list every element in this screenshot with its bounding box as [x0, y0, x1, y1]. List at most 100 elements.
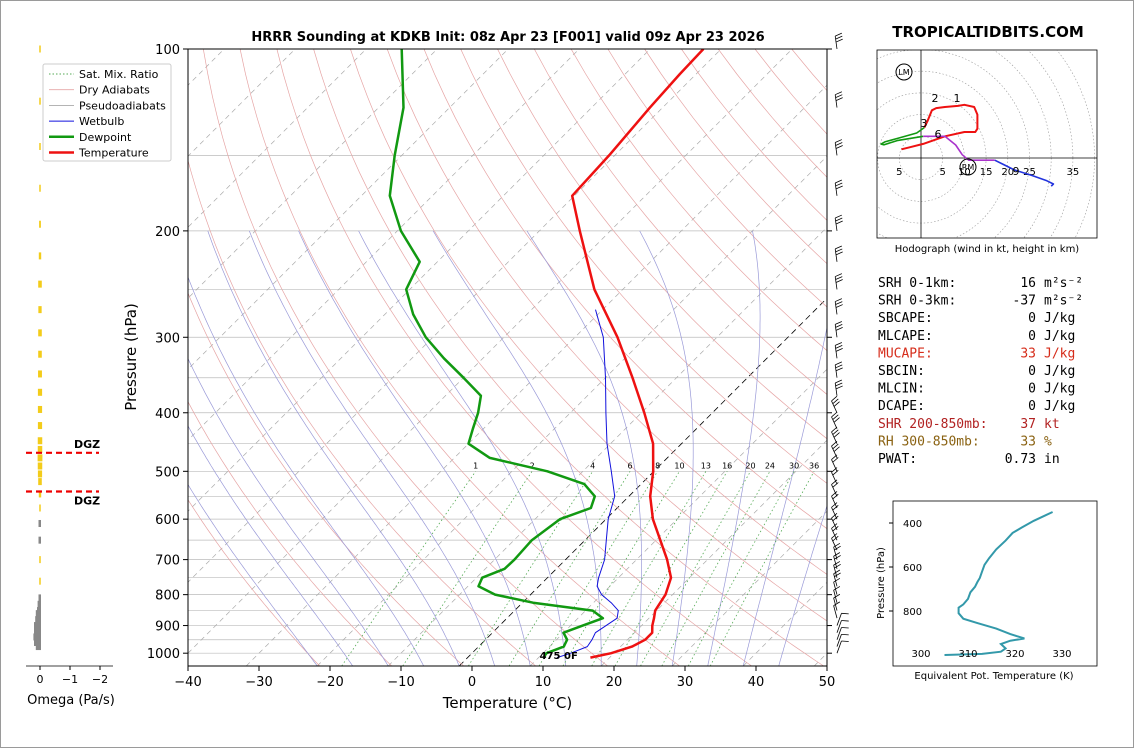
- omega-bar: [38, 422, 42, 429]
- brand-watermark: TROPICALTIDBITS.COM: [892, 23, 1084, 41]
- hodo-trace: [881, 128, 924, 145]
- hodo-ring-label: 15: [980, 167, 993, 178]
- mixing-ratio-label: 24: [765, 461, 775, 470]
- index-unit: J/kg: [1044, 382, 1075, 397]
- wind-barb-flag: [835, 95, 842, 98]
- wind-barb: [835, 274, 844, 290]
- index-value: -37: [1013, 294, 1036, 309]
- omega-bar: [38, 370, 42, 377]
- theta-e-x-tick-label: 330: [1052, 649, 1071, 660]
- wind-barb: [835, 140, 844, 156]
- dry-adiabat-line: [203, 49, 607, 666]
- hodograph-caption: Hodograph (wind in kt, height in km): [895, 244, 1080, 255]
- wind-barb-flag: [841, 639, 848, 643]
- temperature-profile-line: [572, 49, 703, 658]
- dgz-label: DGZ: [74, 495, 100, 508]
- omega-bar: [38, 601, 41, 608]
- index-unit: J/kg: [1044, 329, 1075, 344]
- y-axis-label: Pressure (hPa): [122, 303, 140, 411]
- wind-barb-flag: [834, 573, 841, 577]
- wind-barb-flag: [836, 221, 843, 224]
- index-unit: m²s⁻²: [1044, 276, 1083, 291]
- y-tick-label: 500: [155, 465, 180, 480]
- wind-barb-flag: [833, 586, 840, 590]
- index-value: 0: [1028, 382, 1036, 397]
- wind-barb-shaft: [835, 183, 837, 196]
- isotherm-line: [743, 49, 1134, 666]
- wind-barb-flag: [835, 380, 842, 383]
- wind-barb-flag: [836, 327, 843, 330]
- index-value: 0: [1028, 399, 1036, 414]
- index-unit: J/kg: [1044, 364, 1075, 379]
- hodo-ring-label: 35: [1067, 167, 1080, 178]
- wind-barb-shaft: [835, 277, 837, 290]
- mixing-ratio-line: [509, 471, 630, 666]
- omega-tick-label: −2: [92, 673, 108, 686]
- wetbulb-profile-line: [557, 310, 618, 658]
- index-label: RH 300-850mb:: [878, 434, 980, 449]
- freezing-level-label-suffix: 0F: [564, 651, 578, 662]
- mixing-ratio-label: 36: [809, 461, 819, 470]
- index-label: SRH 0-3km:: [878, 294, 956, 309]
- wind-barb-flag: [835, 218, 842, 221]
- index-value: 33: [1020, 346, 1036, 361]
- y-tick-label: 800: [155, 589, 180, 604]
- index-unit: J/kg: [1044, 399, 1075, 414]
- omega-bar: [39, 185, 41, 192]
- hodo-ring-label: 5: [896, 167, 902, 178]
- wind-barb-flag: [836, 368, 843, 371]
- index-label: MLCIN:: [878, 382, 925, 397]
- theta-e-plot-area: [945, 512, 1053, 655]
- x-tick-label: 20: [606, 675, 623, 690]
- wind-barb-shaft: [835, 95, 837, 108]
- pseudoadiabat-line: [527, 231, 642, 666]
- wind-barb-flag: [835, 383, 842, 386]
- wind-barb-flag: [836, 186, 843, 189]
- index-unit: in: [1044, 452, 1060, 467]
- omega-bar: [39, 221, 41, 228]
- dry-adiabat-line: [792, 49, 1134, 666]
- wind-barb: [835, 342, 844, 358]
- index-unit: m²s⁻²: [1044, 294, 1083, 309]
- theta-e-x-axis-label: Equivalent Pot. Temperature (K): [914, 671, 1073, 682]
- wind-barb-flag: [833, 553, 840, 557]
- isotherm-line: [814, 49, 1134, 666]
- wind-barb: [835, 180, 844, 196]
- index-label: MUCAPE:: [878, 346, 933, 361]
- omega-bar: [36, 610, 41, 617]
- isotherm-line: [175, 49, 792, 666]
- wind-barb-shaft: [835, 218, 837, 231]
- theta-e-profile-line: [945, 512, 1053, 655]
- wind-barb-flag: [836, 146, 843, 149]
- mixing-ratio-line: [688, 471, 794, 666]
- wind-barb-flag: [835, 321, 842, 324]
- wind-barb: [835, 215, 844, 231]
- storm-motion-label: LM: [898, 68, 909, 77]
- wind-barb-flag: [836, 98, 843, 101]
- omega-bar: [38, 454, 43, 461]
- wind-barbs: [831, 33, 849, 655]
- mixing-ratio-label: 13: [701, 461, 711, 470]
- x-tick-label: −20: [316, 675, 343, 690]
- omega-bar: [38, 406, 42, 413]
- wind-barb: [833, 570, 844, 586]
- dewpoint-profile-line: [390, 49, 603, 658]
- dry-adiabat-line: [461, 49, 1112, 666]
- wind-barb-flag: [835, 342, 842, 345]
- figure-title: HRRR Sounding at KDKB Init: 08z Apr 23 […: [251, 30, 764, 45]
- wind-barb: [833, 578, 844, 594]
- wind-barb: [833, 586, 844, 602]
- wind-barb-flag: [836, 252, 843, 255]
- wind-barb: [835, 33, 844, 49]
- wind-barb: [835, 92, 844, 108]
- theta-e-frame: [893, 501, 1097, 666]
- legend-entry-label: Wetbulb: [79, 115, 124, 128]
- index-label: PWAT:: [878, 452, 917, 467]
- wind-barb-shaft: [837, 634, 841, 646]
- y-tick-label: 200: [155, 225, 180, 240]
- wind-barb: [833, 602, 844, 618]
